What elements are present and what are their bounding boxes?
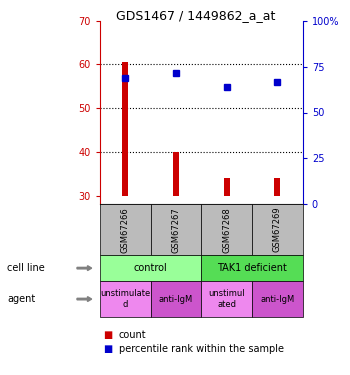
Bar bbox=[274, 178, 280, 196]
Text: GSM67269: GSM67269 bbox=[273, 207, 282, 252]
Bar bbox=[173, 152, 179, 196]
Text: unstimul
ated: unstimul ated bbox=[208, 290, 245, 309]
Text: ■: ■ bbox=[103, 344, 112, 354]
Text: ■: ■ bbox=[103, 330, 112, 340]
Text: count: count bbox=[119, 330, 147, 340]
Text: GDS1467 / 1449862_a_at: GDS1467 / 1449862_a_at bbox=[116, 9, 276, 22]
Bar bbox=[122, 62, 128, 196]
Text: unstimulate
d: unstimulate d bbox=[100, 290, 150, 309]
Bar bbox=[224, 178, 230, 196]
Text: GSM67268: GSM67268 bbox=[222, 207, 231, 253]
Text: percentile rank within the sample: percentile rank within the sample bbox=[119, 344, 284, 354]
Text: agent: agent bbox=[7, 294, 35, 304]
Text: anti-IgM: anti-IgM bbox=[159, 295, 193, 304]
Text: TAK1 deficient: TAK1 deficient bbox=[217, 263, 287, 273]
Text: cell line: cell line bbox=[7, 263, 45, 273]
Text: anti-IgM: anti-IgM bbox=[260, 295, 294, 304]
Text: control: control bbox=[134, 263, 167, 273]
Text: GSM67266: GSM67266 bbox=[121, 207, 130, 253]
Text: GSM67267: GSM67267 bbox=[172, 207, 180, 253]
